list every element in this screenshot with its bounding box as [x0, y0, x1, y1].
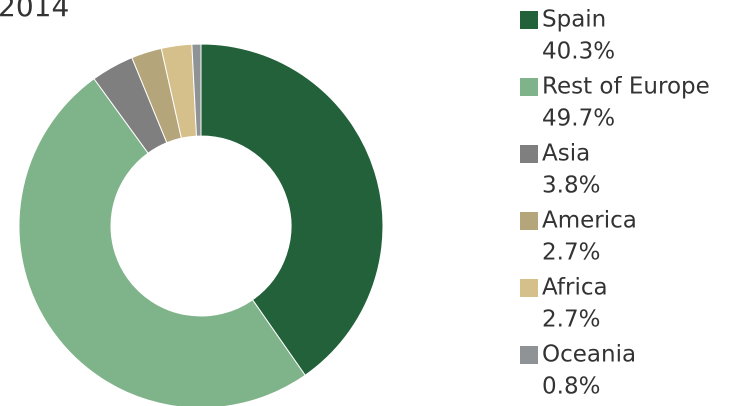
- legend-value: 40.3%: [542, 39, 615, 65]
- legend-value: 2.7%: [542, 307, 600, 333]
- legend-value: 2.7%: [542, 240, 600, 266]
- legend-label: Asia: [542, 141, 590, 167]
- donut-slice: [18, 78, 306, 406]
- donut-slice: [200, 43, 384, 376]
- legend-label: Oceania: [542, 342, 636, 368]
- legend-value: 3.8%: [542, 173, 600, 199]
- legend-swatch: [520, 78, 538, 96]
- legend-swatch: [520, 212, 538, 230]
- legend-swatch: [520, 145, 538, 163]
- legend-swatch: [520, 11, 538, 29]
- legend-label: Africa: [542, 275, 608, 301]
- donut-slice: [191, 43, 202, 137]
- legend-swatch: [520, 279, 538, 297]
- legend-label: Rest of Europe: [542, 74, 710, 100]
- legend-label: America: [542, 208, 637, 234]
- chart-title: 2014: [0, 0, 69, 23]
- legend-value: 0.8%: [542, 374, 600, 400]
- legend-swatch: [520, 346, 538, 364]
- legend-value: 49.7%: [542, 106, 615, 132]
- legend-label: Spain: [542, 7, 606, 33]
